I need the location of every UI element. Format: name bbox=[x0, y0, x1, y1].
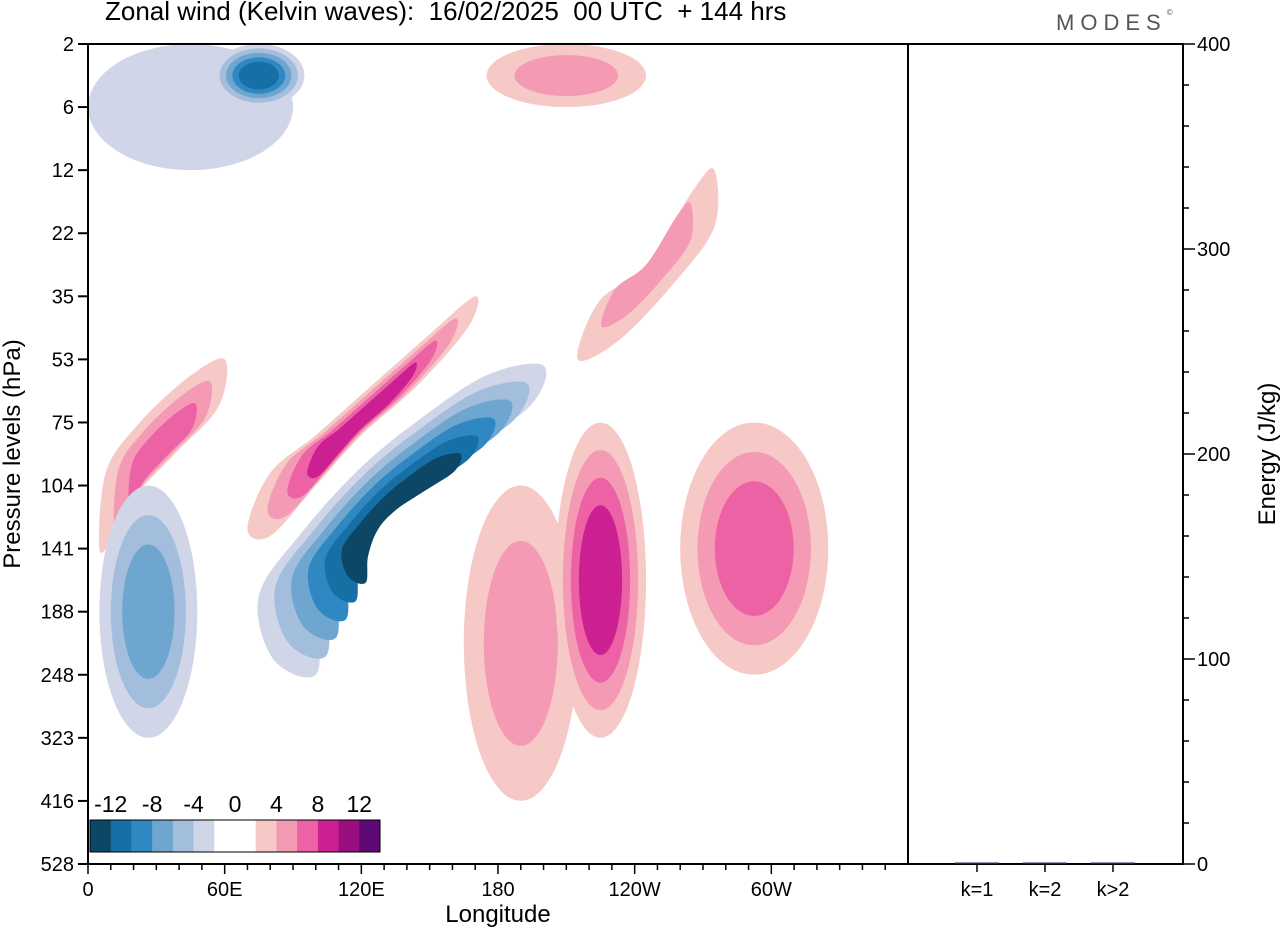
energy-category-label: k>2 bbox=[1097, 879, 1130, 901]
colorbar-swatch bbox=[235, 820, 257, 852]
colorbar-swatch bbox=[214, 820, 236, 852]
contour-positive-70W-35hPa bbox=[577, 168, 719, 362]
energy-tick-label: 100 bbox=[1197, 649, 1230, 671]
y-axis-label: Pressure levels (hPa) bbox=[0, 339, 26, 568]
colorbar-swatch bbox=[317, 820, 340, 852]
colorbar-swatch bbox=[338, 820, 360, 852]
brand-name: MODES bbox=[1056, 10, 1167, 35]
contour-fill-layer bbox=[88, 44, 829, 801]
contour-level bbox=[578, 505, 623, 655]
brand-mark: © bbox=[1166, 8, 1173, 17]
y-tick-label: 53 bbox=[52, 349, 74, 371]
colorbar-swatch bbox=[359, 820, 381, 852]
contour-tilted-positive-band bbox=[247, 296, 479, 540]
y-tick-label: 141 bbox=[41, 539, 74, 561]
contour-tilted-negative-band bbox=[257, 363, 547, 678]
contour-positive-125W bbox=[554, 422, 647, 738]
x-tick-label: 0 bbox=[82, 879, 93, 901]
colorbar-swatch bbox=[255, 820, 277, 852]
contour-level bbox=[128, 402, 197, 507]
x-tick-label: 120E bbox=[338, 879, 385, 901]
contour-level bbox=[122, 544, 175, 679]
contour-level bbox=[307, 362, 417, 479]
x-tick-label: 60W bbox=[751, 879, 792, 901]
energy-tick-label: 400 bbox=[1197, 34, 1230, 56]
energy-tick-label: 300 bbox=[1197, 239, 1230, 261]
energy-bar-k=1 bbox=[955, 862, 999, 864]
colorbar-label: 12 bbox=[346, 791, 372, 817]
brand-logo: MODES© bbox=[1056, 8, 1173, 36]
y-tick-label: 248 bbox=[41, 665, 74, 687]
energy-bar-k>2 bbox=[1091, 862, 1135, 864]
energy-category-label: k=1 bbox=[961, 879, 994, 901]
y-tick-label: 12 bbox=[52, 160, 74, 182]
colorbar-label: -8 bbox=[142, 791, 162, 817]
contour-positive-50W bbox=[680, 422, 829, 675]
contour-level bbox=[601, 202, 694, 328]
colorbar-frame bbox=[89, 819, 381, 853]
contour-upper-positive-140W bbox=[486, 44, 647, 108]
colorbar-swatch bbox=[297, 820, 319, 852]
colorbar-label: 8 bbox=[311, 791, 324, 817]
pressure-axis: 2 6 12 22 35 53 75 104 141 188 248 323 416 528 bbox=[41, 34, 88, 876]
y-tick-label: 416 bbox=[41, 791, 74, 813]
colorbar-swatch bbox=[110, 820, 132, 852]
x-tick-label: 180 bbox=[481, 879, 514, 901]
contour-level bbox=[341, 453, 462, 584]
contour-level bbox=[483, 540, 558, 746]
x-tick-label: 60E bbox=[207, 879, 243, 901]
contour-level bbox=[514, 55, 619, 97]
contour-left-positive-band bbox=[99, 358, 228, 553]
colorbar: -12 -8 -4 0 4 8 12 bbox=[89, 791, 381, 853]
longitude-axis: 0 60E 120E 180 120W 60W bbox=[82, 864, 886, 901]
y-tick-label: 6 bbox=[63, 97, 74, 119]
y-tick-label: 188 bbox=[41, 602, 74, 624]
y-tick-label: 22 bbox=[52, 223, 74, 245]
colorbar-swatch bbox=[276, 820, 298, 852]
energy-tick-label: 200 bbox=[1197, 444, 1230, 466]
colorbar-label: -12 bbox=[94, 791, 127, 817]
y-tick-label: 528 bbox=[41, 854, 74, 876]
x-tick-label: 120W bbox=[609, 879, 661, 901]
contour-level bbox=[238, 61, 279, 90]
colorbar-label: 4 bbox=[270, 791, 283, 817]
colorbar-swatch bbox=[172, 820, 195, 852]
colorbar-label: -4 bbox=[183, 791, 204, 817]
colorbar-swatch bbox=[90, 820, 112, 852]
contour-level bbox=[714, 481, 794, 616]
y-tick-label: 35 bbox=[52, 286, 74, 308]
contour-upper-neg-120E bbox=[213, 44, 305, 108]
colorbar-label: 0 bbox=[229, 791, 242, 817]
energy-axis: 0 100 200 300 400 bbox=[1183, 34, 1230, 876]
contour-lower-left-negative bbox=[99, 485, 198, 738]
energy-plot-frame bbox=[907, 43, 1184, 865]
y-tick-label: 2 bbox=[63, 34, 74, 56]
x-axis-label: Longitude bbox=[445, 901, 550, 928]
colorbar-swatch bbox=[131, 820, 153, 852]
energy-tick-label: 0 bbox=[1197, 854, 1208, 876]
energy-bars: k=1 k=2 k>2 bbox=[955, 862, 1135, 901]
colorbar-swatch bbox=[152, 820, 174, 852]
y-tick-label: 75 bbox=[52, 412, 74, 434]
y-tick-label: 323 bbox=[41, 728, 74, 750]
energy-bar-k=2 bbox=[1023, 862, 1067, 864]
energy-category-label: k=2 bbox=[1029, 879, 1062, 901]
y-tick-label: 104 bbox=[41, 476, 74, 498]
chart-title: Zonal wind (Kelvin waves): 16/02/2025 00… bbox=[105, 0, 787, 26]
colorbar-swatch bbox=[193, 820, 215, 852]
contour-positive-170W bbox=[463, 485, 578, 801]
energy-axis-label: Energy (J/kg) bbox=[1254, 383, 1280, 526]
